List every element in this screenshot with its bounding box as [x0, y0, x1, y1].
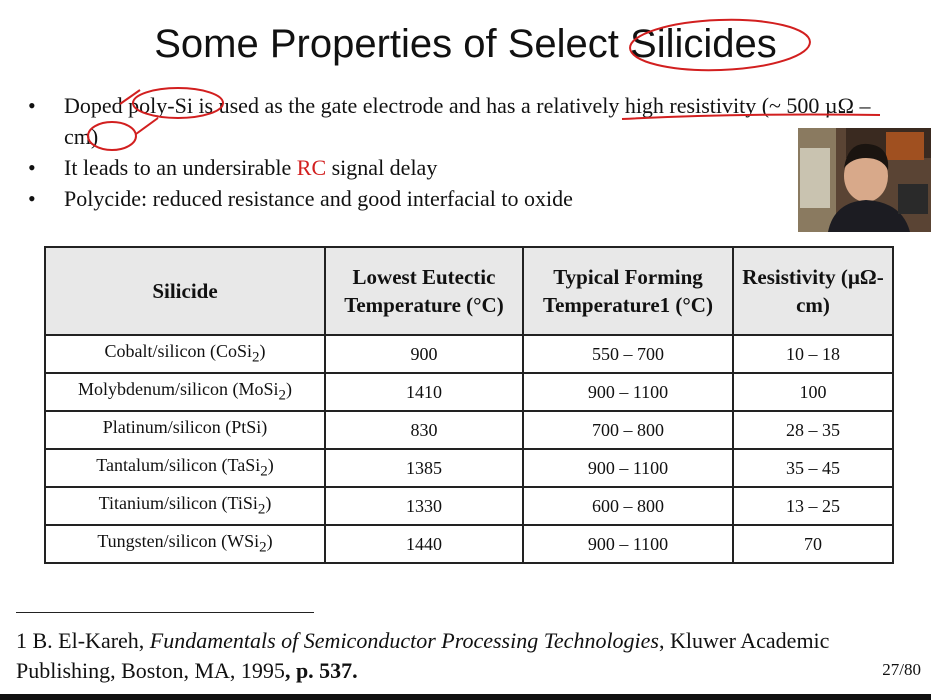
presenter-video-thumbnail	[798, 128, 931, 232]
cell-silicide: Molybdenum/silicon (MoSi2)	[44, 372, 326, 412]
cell-resistivity: 100	[732, 372, 894, 412]
bullet-dot: •	[28, 93, 36, 118]
cell-eutectic: 1410	[324, 372, 524, 412]
table-row: Tungsten/silicon (WSi2) 1440 900 – 1100 …	[44, 524, 894, 564]
table-row: Cobalt/silicon (CoSi2) 900 550 – 700 10 …	[44, 334, 894, 374]
header-eutectic: Lowest Eutectic Temperature (°C)	[324, 246, 524, 336]
cell-silicide: Platinum/silicon (PtSi)	[44, 410, 326, 450]
cell-eutectic: 830	[324, 410, 524, 450]
footnote-reference: 1 B. El-Kareh, Fundamentals of Semicondu…	[16, 628, 830, 683]
cell-resistivity: 35 – 45	[732, 448, 894, 488]
cell-eutectic: 1385	[324, 448, 524, 488]
table-row: Platinum/silicon (PtSi) 830 700 – 800 28…	[44, 410, 894, 450]
cell-resistivity: 70	[732, 524, 894, 564]
table-row: Titanium/silicon (TiSi2) 1330 600 – 800 …	[44, 486, 894, 526]
cell-silicide: Tantalum/silicon (TaSi2)	[44, 448, 326, 488]
bullet-text: Polycide: reduced resistance and good in…	[64, 186, 573, 211]
bottom-bar	[0, 694, 931, 700]
bullet-text: signal delay	[326, 155, 438, 180]
cell-forming: 550 – 700	[522, 334, 734, 374]
book-title: Fundamentals of Semiconductor Processing…	[149, 628, 659, 653]
cell-forming: 900 – 1100	[522, 448, 734, 488]
table-header-row: Silicide Lowest Eutectic Temperature (°C…	[44, 246, 894, 336]
cell-forming: 900 – 1100	[522, 372, 734, 412]
cell-resistivity: 10 – 18	[732, 334, 894, 374]
table-row: Molybdenum/silicon (MoSi2) 1410 900 – 11…	[44, 372, 894, 412]
bullet-dot: •	[28, 186, 36, 211]
cell-eutectic: 1440	[324, 524, 524, 564]
bullet-item: • Polycide: reduced resistance and good …	[28, 183, 888, 214]
page-reference: , p. 537.	[284, 658, 358, 683]
presenter-video-icon	[798, 128, 931, 232]
cell-resistivity: 28 – 35	[732, 410, 894, 450]
cell-forming: 700 – 800	[522, 410, 734, 450]
cell-silicide: Cobalt/silicon (CoSi2)	[44, 334, 326, 374]
cell-silicide: Titanium/silicon (TiSi2)	[44, 486, 326, 526]
cell-forming: 600 – 800	[522, 486, 734, 526]
cell-resistivity: 13 – 25	[732, 486, 894, 526]
bullet-item: • It leads to an undersirable RC signal …	[28, 152, 888, 183]
page-number: 27/80	[882, 660, 921, 679]
cell-eutectic: 1330	[324, 486, 524, 526]
bullet-text: Doped poly-Si is used as the gate electr…	[64, 93, 871, 149]
bullet-list: • Doped poly-Si is used as the gate elec…	[28, 90, 888, 214]
rc-highlight: RC	[296, 155, 327, 180]
slide-title: Some Properties of Select Silicides	[154, 22, 777, 66]
footnote-divider	[16, 612, 314, 613]
header-forming: Typical Forming Temperature1 (°C)	[522, 246, 734, 336]
table-row: Tantalum/silicon (TaSi2) 1385 900 – 1100…	[44, 448, 894, 488]
header-silicide: Silicide	[44, 246, 326, 336]
header-resistivity: Resistivity (µΩ-cm)	[732, 246, 894, 336]
silicide-properties-table: Silicide Lowest Eutectic Temperature (°C…	[44, 246, 894, 564]
cell-eutectic: 900	[324, 334, 524, 374]
cell-silicide: Tungsten/silicon (WSi2)	[44, 524, 326, 564]
bullet-item: • Doped poly-Si is used as the gate elec…	[28, 90, 888, 152]
bullet-dot: •	[28, 155, 36, 180]
bullet-text: It leads to an undersirable	[64, 155, 297, 180]
cell-forming: 900 – 1100	[522, 524, 734, 564]
